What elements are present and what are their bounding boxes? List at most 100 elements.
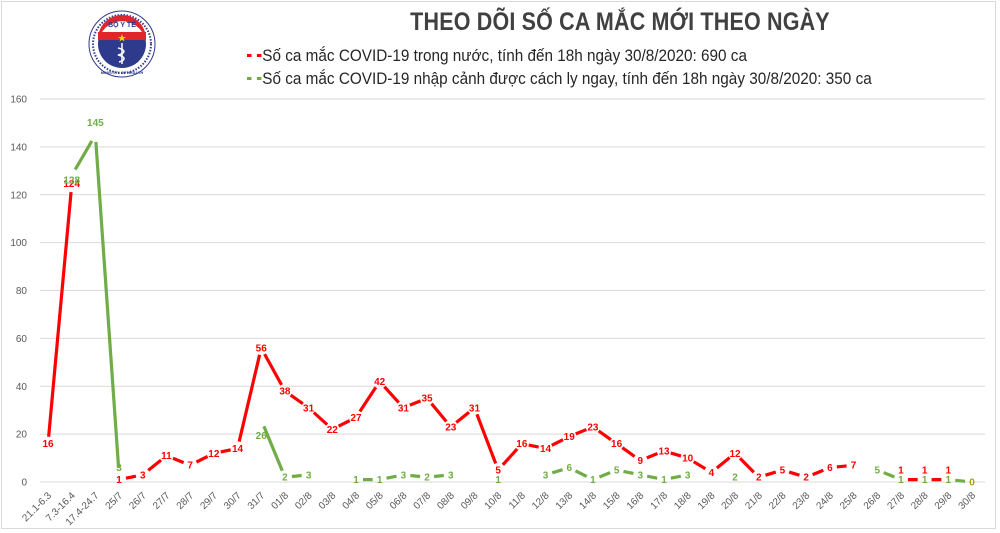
data-label: 6 [566, 463, 572, 474]
data-label: 13 [658, 446, 670, 457]
data-label: 31 [303, 403, 315, 414]
data-label: 1 [922, 475, 928, 486]
data-label: 5 [614, 466, 620, 477]
data-label: 2 [756, 473, 762, 484]
x-tick-label: 20/8 [720, 490, 742, 512]
x-tick-label: 28/8 [909, 490, 931, 512]
series-segment [692, 460, 707, 471]
series-segment [386, 474, 397, 480]
legend-marker-red-dash [256, 54, 262, 57]
data-label: 14 [540, 444, 552, 455]
x-tick-label: 23/8 [791, 490, 813, 512]
series-segment [551, 438, 564, 447]
data-label: 23 [445, 422, 457, 433]
x-tick-label: 19/8 [696, 490, 718, 512]
series-segment [262, 425, 284, 472]
legend-item-imported: Số ca mắc COVID-19 nhập cảnh được cách l… [247, 67, 872, 90]
series-segment [289, 393, 304, 406]
x-tick-label: 10/8 [483, 490, 505, 512]
series-segment [220, 448, 231, 454]
data-label: 1 [898, 475, 904, 486]
x-tick-label: 24/8 [814, 490, 836, 512]
x-tick-label: 13/8 [554, 490, 576, 512]
data-label: 31 [398, 403, 410, 414]
data-label: 26 [256, 431, 268, 442]
series-segment [430, 402, 448, 423]
x-tick-label: 25/7 [104, 490, 126, 512]
x-tick-label: 06/8 [388, 490, 410, 512]
data-label: 1 [922, 466, 928, 477]
series-segment [501, 447, 519, 466]
series-segment [195, 455, 209, 464]
legend-marker-green-dash [256, 77, 262, 80]
x-tick-label: 04/8 [341, 490, 363, 512]
data-label: 1 [377, 475, 383, 486]
series-segment [455, 410, 471, 424]
data-label: 4 [709, 468, 715, 479]
series-segment [670, 474, 682, 480]
x-tick-label: 31/7 [246, 490, 268, 512]
x-tick-label: 12/8 [530, 490, 552, 512]
data-label: 7 [187, 461, 193, 472]
series-segment [410, 473, 421, 479]
x-tick-label: 03/8 [317, 490, 339, 512]
data-label: 2 [803, 473, 809, 484]
data-label: 16 [611, 439, 623, 450]
series-segment [383, 385, 400, 404]
y-tick-label: 20 [16, 430, 28, 441]
x-tick-label: 15/8 [601, 490, 623, 512]
data-label: 5 [874, 466, 880, 477]
data-label: 7 [851, 461, 857, 472]
ministry-of-health-logo: BỘ Y TẾ MINISTRY OF HEALTH [88, 10, 156, 78]
data-label: 16 [42, 439, 54, 450]
series-segment [646, 474, 658, 480]
data-label: 3 [638, 470, 644, 481]
x-tick-label: 18/8 [672, 490, 694, 512]
x-tick-label: 14/8 [577, 490, 599, 512]
data-label: 22 [327, 425, 339, 436]
legend-marker-red-dash [247, 54, 252, 57]
x-tick-label: 25/8 [838, 490, 860, 512]
svg-text:MINISTRY OF HEALTH: MINISTRY OF HEALTH [101, 70, 144, 75]
data-label: 3 [140, 470, 146, 481]
y-tick-label: 160 [10, 95, 27, 106]
data-label: 12 [208, 449, 220, 460]
x-tick-label: 11/8 [507, 490, 528, 511]
series-segment [337, 419, 351, 428]
legend-marker-green-dash [247, 77, 252, 80]
series-segment [528, 443, 539, 449]
series-domestic-line [47, 191, 942, 482]
x-tick-label: 16/8 [625, 490, 647, 512]
data-label: 1 [495, 475, 501, 486]
series-segment [574, 469, 588, 478]
series-segment [646, 452, 659, 460]
series-segment [621, 446, 636, 458]
series-imported-line [73, 140, 966, 483]
data-label: 0 [969, 478, 975, 489]
y-tick-label: 60 [16, 334, 28, 345]
x-tick-label: 27/7 [151, 490, 173, 512]
y-tick-label: 140 [10, 142, 27, 153]
series-segment [575, 428, 588, 436]
x-tick-label: 09/8 [459, 490, 481, 512]
series-segment [812, 468, 824, 477]
data-label: 38 [279, 387, 291, 398]
data-label: 2 [282, 473, 288, 484]
data-label: 42 [374, 377, 386, 388]
series-segment [409, 399, 422, 407]
x-tick-label: 07/8 [412, 490, 434, 512]
series-segment [433, 473, 444, 479]
x-tick-label: 05/8 [364, 490, 386, 512]
data-label: 19 [564, 432, 576, 443]
series-segment [670, 451, 682, 458]
data-label: 11 [161, 451, 172, 462]
x-tick-label: 26/7 [127, 490, 149, 512]
data-label: 3 [543, 470, 549, 481]
series-segment [788, 470, 800, 477]
data-label: 56 [256, 343, 268, 354]
data-label: 16 [516, 439, 528, 450]
y-axis: 0 20 40 60 80 100 120 140 160 [10, 95, 27, 489]
x-tick-label: 26/8 [862, 490, 884, 512]
series-segment [358, 386, 378, 413]
